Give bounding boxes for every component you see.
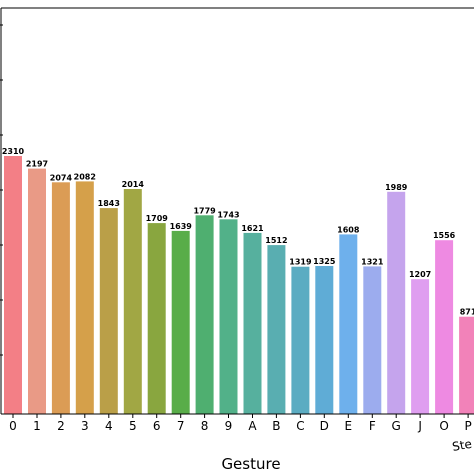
bar-9 [219,219,238,414]
bars-group [4,156,474,414]
bar-J [411,279,430,414]
axes-group [0,7,474,415]
bar-P [459,316,474,414]
tick-label-F: F [369,419,376,433]
value-label-2: 2074 [50,173,73,182]
tick-label-7: 7 [177,419,185,433]
value-label-0: 2310 [2,147,25,156]
value-label-3: 2082 [74,172,96,181]
bar-1 [28,168,46,414]
tick-label-2: 2 [57,419,65,433]
bar-B [267,245,286,414]
tick-label-C: C [296,419,304,433]
value-label-O: 1556 [433,231,456,240]
partial-tick-label: Ste [451,437,473,454]
tick-label-9: 9 [225,419,233,433]
tick-label-D: D [320,419,329,433]
bar-E [339,234,358,414]
bar-O [435,240,454,414]
value-label-4: 1843 [98,199,120,208]
bar-3 [75,181,94,414]
tick-label-O: O [439,419,448,433]
value-label-F: 1321 [361,257,384,266]
value-label-8: 1779 [193,206,216,215]
tick-label-8: 8 [201,419,209,433]
bar-6 [147,223,166,414]
ticks-group: 0 1 2 3 4 5 6 7 8 9 A B C D E F G J O P [0,24,472,433]
value-label-5: 2014 [122,180,145,189]
tick-label-A: A [248,419,257,433]
bar-C [291,266,310,414]
value-label-6: 1709 [146,214,169,223]
bar-G [387,191,406,414]
bar-4 [99,208,118,414]
tick-label-B: B [272,419,280,433]
value-label-B: 1512 [265,236,287,245]
value-label-A: 1621 [241,224,264,233]
tick-label-J: J [417,419,422,433]
tick-label-4: 4 [105,419,113,433]
x-axis-title: Gesture [221,455,280,473]
bar-8 [195,215,214,414]
value-label-P: 871 [460,308,474,317]
bar-5 [123,189,142,414]
bar-0 [4,156,22,414]
bar-7 [171,230,190,414]
tick-label-6: 6 [153,419,161,433]
bar-2 [51,182,70,414]
bar-F [363,266,382,414]
value-label-E: 1608 [337,225,360,234]
value-label-1: 2197 [26,160,48,169]
tick-label-3: 3 [81,419,89,433]
tick-label-5: 5 [129,419,137,433]
tick-label-G: G [392,419,401,433]
tick-label-1: 1 [33,419,41,433]
tick-label-E: E [345,419,353,433]
value-label-D: 1325 [313,257,336,266]
tick-label-P: P [464,419,471,433]
bar-A [243,232,262,414]
value-label-G: 1989 [385,183,408,192]
value-label-7: 1639 [170,222,193,231]
value-label-9: 1743 [217,210,239,219]
tick-label-0: 0 [9,419,17,433]
value-label-J: 1207 [409,270,431,279]
bar-D [315,266,334,414]
value-label-C: 1319 [289,258,312,267]
